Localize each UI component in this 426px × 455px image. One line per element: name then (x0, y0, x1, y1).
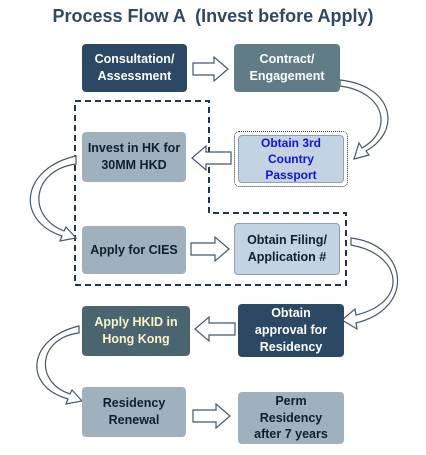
apply-cies-box: Apply for CIES (82, 226, 186, 274)
contract-engagement-box: Contract/ Engagement (234, 44, 340, 92)
curve-hkid-to-renewal (36, 325, 84, 405)
residency-renewal-box: Residency Renewal (82, 387, 186, 437)
curve-invest-to-cies (29, 155, 78, 242)
arrow-approval-to-hkid (194, 315, 236, 343)
apply-hkid-box: Apply HKID in Hong Kong (82, 306, 190, 356)
obtain-passport-box: Obtain 3rd Country Passport (238, 135, 344, 183)
curve-filing-to-approval (340, 237, 398, 331)
arrow-renewal-to-perm (192, 402, 231, 430)
obtain-filing-box: Obtain Filing/ Application # (234, 223, 340, 275)
consultation-assessment-box: Consultation/ Assessment (82, 44, 187, 92)
arrow-passport-to-invest (191, 144, 232, 172)
obtain-approval-box: Obtain approval for Residency (238, 304, 344, 357)
passport-box-outline (234, 131, 348, 187)
diagram-title: Process Flow A (Invest before Apply) (52, 6, 374, 26)
arrow-cies-to-filing (190, 235, 230, 263)
perm-residency-box: Perm Residency after 7 years (238, 392, 344, 444)
invest-hk-box: Invest in HK for 30MM HKD (82, 132, 186, 182)
curve-contract-to-passport (339, 79, 389, 160)
dashed-region-outline (74, 100, 347, 286)
arrow-consultation-to-contract (192, 55, 229, 83)
